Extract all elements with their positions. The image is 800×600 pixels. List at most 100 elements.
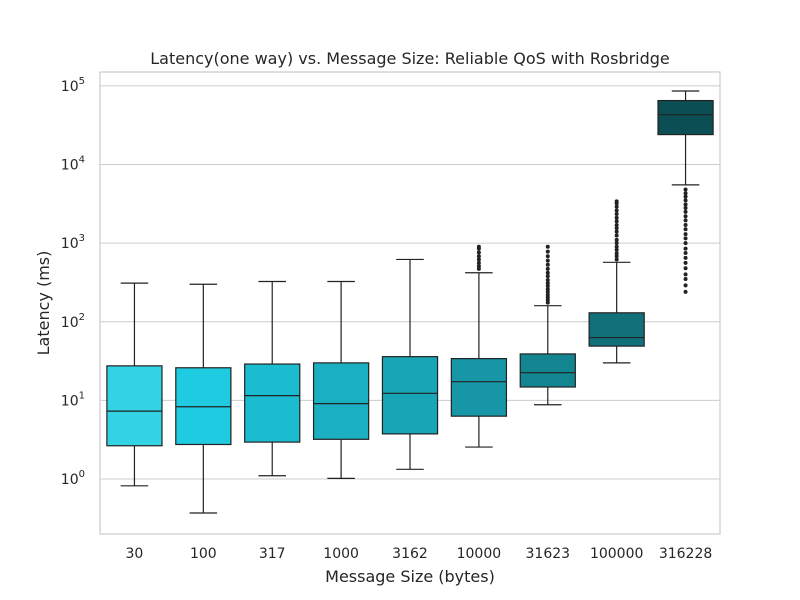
outlier-point [614,233,619,238]
outlier-point [614,204,619,209]
outlier-point [683,289,688,294]
box-group-1000 [312,280,370,479]
x-tick-label: 10000 [457,546,502,562]
y-tick-label: 100 [61,469,85,488]
x-tick-label: 316228 [659,546,712,562]
box-group-100000 [588,199,645,364]
y-tick-base: 10 [61,393,79,409]
x-axis-ticks: 30 100 317 1000 3162 10000 31623 100000 316228 [126,546,713,562]
outlier-point [476,244,481,249]
outlier-point [683,223,688,228]
iqr-box [588,312,645,347]
outlier-point [614,247,619,252]
outlier-point [545,254,550,259]
y-tick-base: 10 [61,79,79,95]
y-axis-label: Latency (ms) [34,251,53,356]
x-tick-label: 1000 [323,546,359,562]
x-tick-label: 100000 [590,546,643,562]
y-tick-exponent: 0 [79,469,85,480]
outlier-point [683,241,688,246]
outlier-point [683,218,688,223]
y-tick-label: 101 [61,390,85,409]
outlier-point [683,187,688,192]
outlier-point [614,219,619,224]
outlier-point [476,266,481,271]
outlier-point [476,250,481,255]
outlier-point [614,251,619,256]
outlier-point [683,232,688,237]
box-group-10000 [450,244,508,448]
outlier-point [614,208,619,213]
outlier-point [683,191,688,196]
iqr-box [381,356,439,435]
x-tick-label: 317 [259,546,286,562]
outlier-point [614,211,619,216]
y-tick-label: 102 [61,312,85,331]
outlier-point [545,277,550,282]
y-tick-exponent: 3 [79,233,85,244]
outlier-point [545,258,550,263]
box-group-3162 [381,258,439,470]
x-tick-label: 31623 [526,546,571,562]
box-group-31623 [519,244,576,406]
iqr-box [450,358,508,417]
outlier-point [683,205,688,210]
outlier-point [545,300,550,305]
outlier-point [545,244,550,249]
y-tick-base: 10 [61,472,79,488]
outlier-point [614,229,619,234]
outlier-point [545,270,550,275]
y-tick-exponent: 4 [79,154,85,165]
x-tick-label: 3162 [392,546,428,562]
outlier-point [683,272,688,277]
outlier-point [614,244,619,249]
outlier-point [614,223,619,228]
iqr-box [244,363,301,443]
outlier-point [614,241,619,246]
outlier-point [683,227,688,232]
outlier-point [683,283,688,288]
outlier-point [614,237,619,242]
outlier-point [545,281,550,286]
iqr-box [312,362,370,440]
y-tick-label: 103 [61,233,85,252]
outlier-point [545,287,550,292]
x-axis-label: Message Size (bytes) [325,567,495,586]
outlier-point [683,255,688,260]
y-tick-base: 10 [61,236,79,252]
outlier-point [683,214,688,219]
outlier-point [683,260,688,265]
outlier-point [476,264,481,269]
outlier-point [545,292,550,297]
outlier-point [683,202,688,207]
y-tick-label: 105 [61,76,85,95]
box-group-30 [106,282,163,487]
outlier-point [683,236,688,241]
y-tick-exponent: 2 [79,312,85,323]
outlier-point [683,198,688,203]
outlier-point [614,254,619,259]
outlier-point [545,274,550,279]
outlier-point [614,257,619,262]
outlier-point [545,249,550,254]
outlier-point [476,257,481,262]
x-tick-label: 100 [190,546,217,562]
outlier-point [545,289,550,294]
plot-frame [99,71,721,535]
box-group-100 [175,283,232,514]
outlier-point [476,254,481,259]
iqr-box [106,365,163,447]
box-group-317 [244,280,301,477]
iqr-box [657,99,714,136]
outlier-point [545,262,550,267]
x-tick-label: 30 [126,546,144,562]
y-tick-exponent: 1 [79,390,85,401]
chart-title: Latency(one way) vs. Message Size: Relia… [150,49,670,68]
outlier-point [545,283,550,288]
iqr-box [175,367,232,446]
outlier-point [683,266,688,271]
outlier-point [683,246,688,251]
outlier-point [476,260,481,265]
outlier-point [614,226,619,231]
